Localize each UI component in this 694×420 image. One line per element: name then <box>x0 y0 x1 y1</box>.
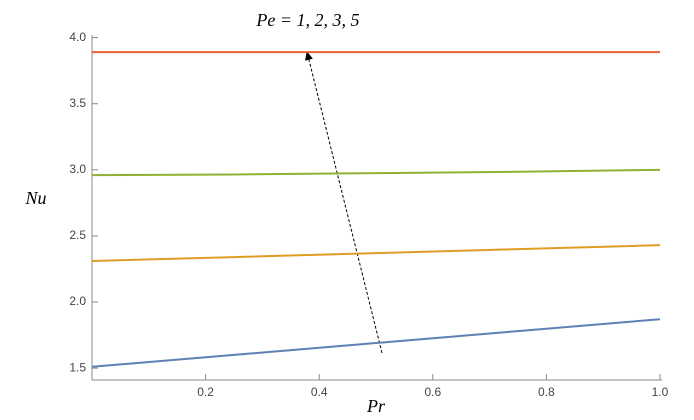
series-line <box>91 244 661 263</box>
y-tick-label: 3.0 <box>69 162 86 176</box>
series-line <box>91 168 661 177</box>
y-tick-label: 3.5 <box>69 96 86 110</box>
y-tick-label: 2.5 <box>69 228 86 242</box>
y-axis-label: Nu <box>24 188 46 208</box>
y-tick-label: 4.0 <box>69 30 86 44</box>
annotation: Pe = 1, 2, 3, 5 <box>255 10 359 30</box>
x-tick-label: 0.4 <box>311 385 328 399</box>
y-tick-label: 1.5 <box>69 360 86 374</box>
x-tick-label: 1.0 <box>652 385 669 399</box>
x-tick-label: 0.2 <box>197 385 214 399</box>
x-axis-label: Pr <box>366 396 386 416</box>
x-tick-label: 0.8 <box>538 385 555 399</box>
y-tick-label: 2.0 <box>69 294 86 308</box>
series-line <box>91 318 661 368</box>
x-tick-label: 0.6 <box>424 385 441 399</box>
annotation-arrow <box>305 51 383 354</box>
